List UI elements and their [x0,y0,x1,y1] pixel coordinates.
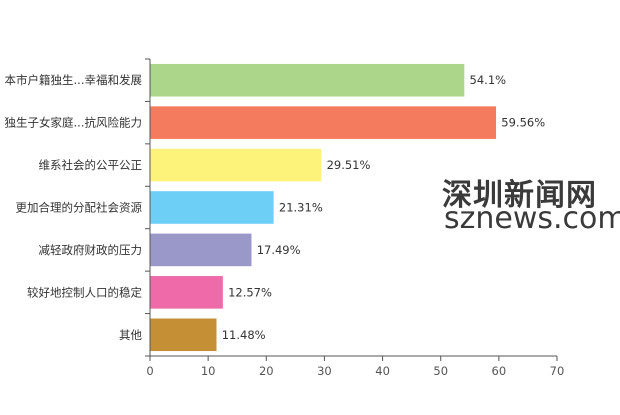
bar-1 [149,105,497,140]
x-tick-label-5: 50 [433,364,448,378]
bar-3 [149,190,275,225]
category-label-5: 较好地控制人口的稳定 [27,285,142,299]
value-label-1: 59.56% [501,116,545,130]
bar-5 [149,275,224,310]
watermark: 深圳新闻网 sznews.com [442,178,620,236]
bar-0 [149,63,465,98]
bar-2 [149,148,322,182]
watermark-chinese: 深圳新闻网 [442,178,597,213]
value-label-6: 11.48% [222,328,266,342]
watermark-english: sznews.com [444,201,620,236]
value-label-2: 29.51% [327,158,371,172]
x-tick-label-7: 70 [550,364,565,378]
x-tick-label-1: 10 [201,364,216,378]
category-label-0: 本市户籍独生...幸福和发展 [5,73,143,87]
x-tick-label-2: 20 [259,364,274,378]
x-tick-label-3: 30 [317,364,332,378]
labels-layer: 54.1% 本市户籍独生...幸福和发展 59.56% 独生子女家庭...抗风险能力 2… [5,73,565,378]
bar-4 [149,233,252,267]
axes-layer [145,58,558,361]
x-tick-label-6: 60 [492,364,507,378]
x-tick-label-4: 40 [375,364,390,378]
value-label-3: 21.31% [279,201,323,215]
bar-6 [149,317,217,352]
value-label-5: 12.57% [228,285,272,299]
category-label-1: 独生子女家庭...抗风险能力 [5,116,142,130]
category-label-4: 减轻政府财政的压力 [39,243,143,257]
category-label-2: 维系社会的公平公正 [39,158,143,172]
category-label-3: 更加合理的分配社会资源 [16,201,143,215]
x-tick-label-0: 0 [146,364,153,378]
bars-layer [149,63,497,352]
category-label-6: 其他 [119,328,142,342]
value-label-4: 17.49% [257,243,301,257]
value-label-0: 54.1% [470,73,507,87]
